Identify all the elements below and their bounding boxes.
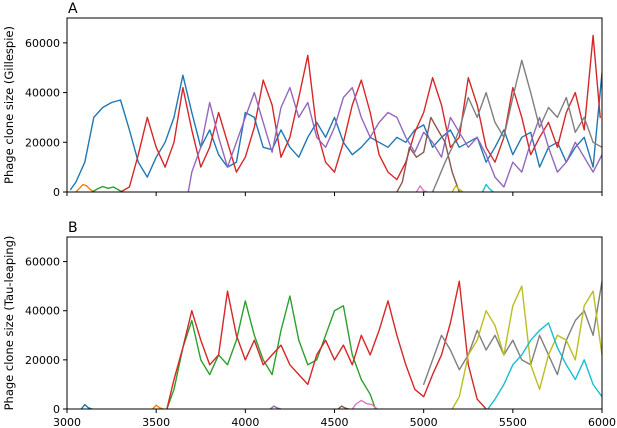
x-tick-label: 5500 bbox=[499, 416, 527, 428]
y-tick-label: 20000 bbox=[25, 354, 60, 367]
y-tick-label: 0 bbox=[53, 186, 60, 199]
series-line-8 bbox=[451, 185, 464, 192]
panel-label: B bbox=[68, 220, 78, 236]
series-group bbox=[69, 34, 602, 192]
plot-frame bbox=[66, 236, 603, 410]
x-tick-label: 3000 bbox=[53, 416, 81, 428]
series-line-3 bbox=[166, 280, 487, 409]
x-tick-label: 4000 bbox=[231, 416, 259, 428]
series-line-3 bbox=[119, 34, 601, 192]
series-line-4 bbox=[187, 86, 602, 192]
series-line-5 bbox=[396, 116, 460, 192]
series-line-8 bbox=[451, 285, 602, 409]
y-axis-label: Phage clone size (Gillespie) bbox=[2, 26, 16, 184]
y-tick-label: 40000 bbox=[25, 87, 60, 100]
series-line-7 bbox=[423, 280, 602, 386]
series-line-6 bbox=[415, 185, 428, 192]
series-group bbox=[80, 280, 602, 409]
y-tick-label: 60000 bbox=[25, 37, 60, 50]
panel-a: 0 20000 40000 60000 Phage clone size (Gilles… bbox=[2, 1, 603, 199]
x-tick-label: 6000 bbox=[588, 416, 616, 428]
y-tick-label: 60000 bbox=[25, 256, 60, 269]
series-line-9 bbox=[487, 322, 602, 409]
series-line-1 bbox=[151, 404, 164, 409]
y-axis-label: Phage clone size (Tau-leaping) bbox=[2, 236, 16, 411]
plot-frame bbox=[66, 17, 603, 193]
x-tick-label: 3500 bbox=[142, 416, 170, 428]
series-line-9 bbox=[481, 183, 494, 192]
x-tick-label: 5000 bbox=[410, 416, 438, 428]
series-line-2 bbox=[91, 185, 123, 192]
series-line-6 bbox=[351, 399, 378, 409]
y-tick-label: 0 bbox=[53, 403, 60, 416]
series-line-2 bbox=[166, 295, 377, 409]
panel-b: 0 20000 40000 60000 3000 3500 4000 4500 5000 5500… bbox=[2, 220, 616, 428]
x-tick-label: 4500 bbox=[321, 416, 349, 428]
series-line-0 bbox=[69, 72, 602, 191]
series-line-1 bbox=[75, 183, 95, 192]
y-tick-label: 20000 bbox=[25, 136, 60, 149]
y-tick-label: 40000 bbox=[25, 305, 60, 318]
panel-label: A bbox=[68, 1, 78, 17]
series-line-7 bbox=[431, 59, 602, 192]
series-line-0 bbox=[80, 403, 93, 409]
